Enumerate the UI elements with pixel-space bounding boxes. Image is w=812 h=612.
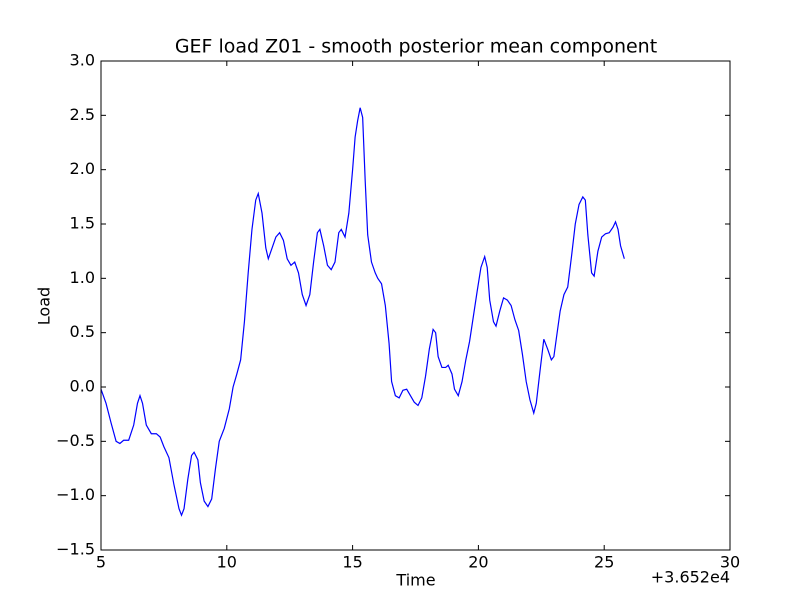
y-tick-label: −0.5 — [56, 431, 95, 450]
y-tick-label: 1.5 — [70, 214, 95, 233]
y-tick-label: −1.5 — [56, 540, 95, 559]
x-axis-label: Time — [395, 571, 435, 590]
plot-frame — [100, 60, 731, 551]
chart-title: GEF load Z01 - smooth posterior mean com… — [175, 36, 657, 58]
y-tick-label: 0.5 — [70, 322, 95, 341]
y-axis-label: Load — [35, 287, 54, 325]
y-tick-label: 2.0 — [70, 159, 95, 178]
x-offset-label: +3.652e4 — [651, 568, 730, 587]
y-tick-label: 3.0 — [70, 51, 95, 70]
y-tick-label: −1.0 — [56, 485, 95, 504]
x-tick-label: 10 — [217, 553, 237, 572]
data-line — [100, 107, 625, 517]
y-tick-label: 1.0 — [70, 268, 95, 287]
x-tick-label: 30 — [720, 553, 740, 572]
x-tick-label: 20 — [468, 553, 488, 572]
y-tick-label: 0.0 — [70, 377, 95, 396]
x-tick-label: 5 — [96, 553, 106, 572]
x-tick-label: 15 — [342, 553, 362, 572]
y-tick-label: 2.5 — [70, 105, 95, 124]
x-tick-label: 25 — [594, 553, 614, 572]
